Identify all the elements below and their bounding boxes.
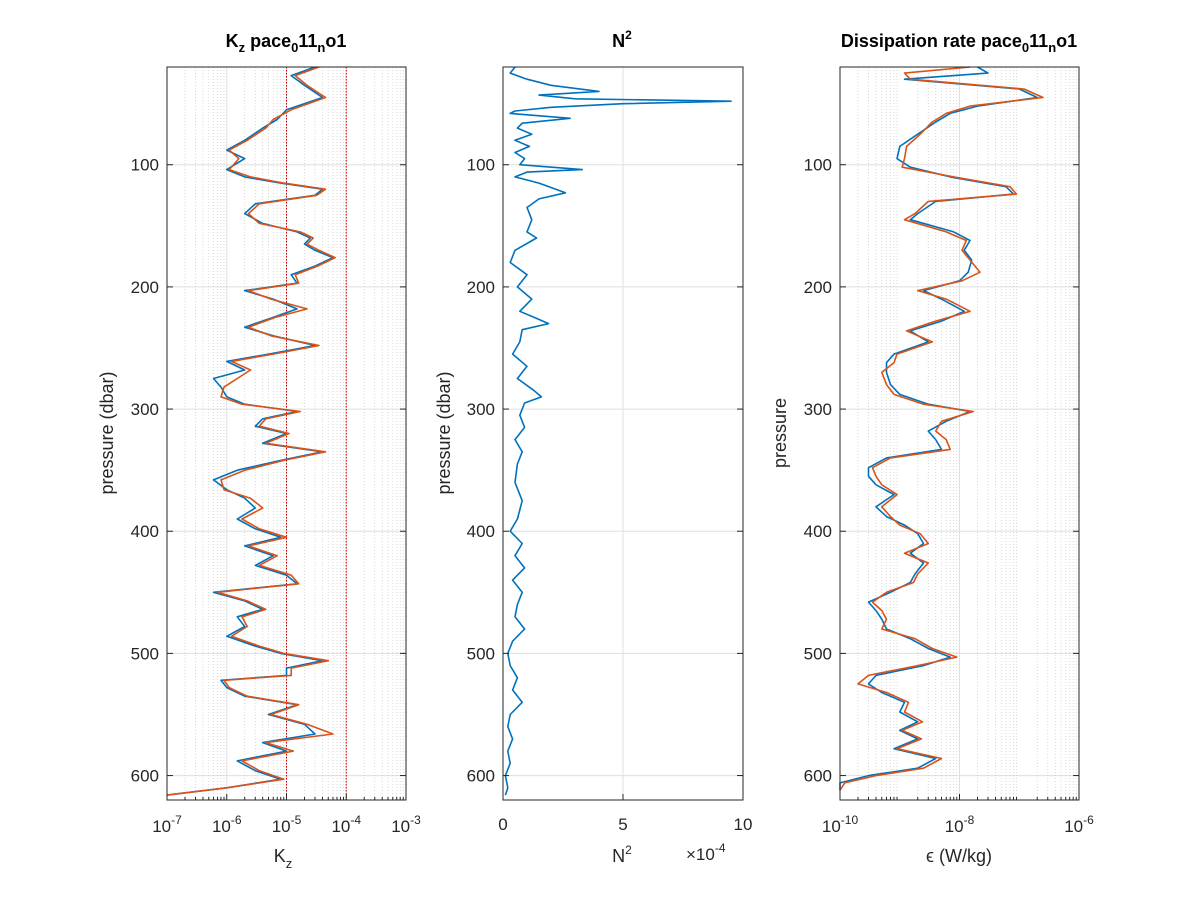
- n2-series: [504, 66, 732, 796]
- n2-x-ticks: 0 5 10: [498, 794, 752, 834]
- kz-y-tick-label: 400: [131, 522, 159, 541]
- n2-y-ticks: 100 200 300 400 500 600: [467, 156, 743, 786]
- kz-y-label: pressure (dbar): [97, 371, 117, 494]
- n2-y-tick-label: 100: [467, 156, 495, 175]
- kz-y-tick-label: 600: [131, 767, 159, 786]
- n2-y-tick-label: 300: [467, 400, 495, 419]
- kz-y-tick-label: 300: [131, 400, 159, 419]
- n2-y-label: pressure (dbar): [434, 371, 454, 494]
- kz-x-tick-label: 10-3: [391, 813, 421, 836]
- dissipation-y-tick-label: 400: [804, 522, 832, 541]
- kz-y-tick-label: 500: [131, 644, 159, 663]
- dissipation-x-tick-label: 10-10: [822, 813, 859, 836]
- kz-title: Kz pace011no1: [226, 31, 347, 55]
- n2-title: N2: [612, 28, 632, 51]
- dissipation-y-tick-label: 600: [804, 767, 832, 786]
- n2-series-line-1: [504, 66, 732, 796]
- dissipation-series: [839, 66, 1044, 791]
- n2-x-tick-label: 10: [734, 815, 753, 834]
- dissipation-x-ticks: 10-10 10-8 10-6: [822, 794, 1094, 836]
- kz-x-ticks: 10-7 10-6 10-5 10-4 10-3: [152, 794, 421, 836]
- dissipation-y-ticks: 100 200 300 400 500 600: [804, 156, 1079, 786]
- dissipation-y-tick-label: 200: [804, 278, 832, 297]
- dissipation-x-tick-label: 10-6: [1064, 813, 1094, 836]
- kz-series: [166, 66, 336, 796]
- n2-x-tick-label: 5: [618, 815, 627, 834]
- kz-y-ticks: 100 200 300 400 500 600: [131, 156, 406, 786]
- kz-x-tick-label: 10-7: [152, 813, 182, 836]
- dissipation-series-line-2: [839, 66, 1044, 791]
- n2-x-tick-label: 0: [498, 815, 507, 834]
- kz-x-tick-label: 10-4: [331, 813, 361, 836]
- n2-y-tick-label: 200: [467, 278, 495, 297]
- dissipation-y-tick-label: 500: [804, 644, 832, 663]
- dissipation-x-label: ϵ (W/kg): [926, 846, 992, 866]
- n2-y-tick-label: 600: [467, 767, 495, 786]
- n2-y-tick-label: 400: [467, 522, 495, 541]
- kz-series-line-2: [166, 66, 336, 796]
- dissipation-y-tick-label: 300: [804, 400, 832, 419]
- kz-x-tick-label: 10-5: [272, 813, 302, 836]
- kz-y-tick-label: 200: [131, 278, 159, 297]
- kz-x-label: Kz: [274, 846, 293, 871]
- dissipation-panel: 10-10 10-8 10-6 100 200 300 400 500 600 Dissipa…: [770, 31, 1094, 866]
- kz-x-tick-label: 10-6: [212, 813, 242, 836]
- n2-x-multiplier: ×10-4: [686, 841, 726, 864]
- n2-y-tick-label: 500: [467, 644, 495, 663]
- dissipation-x-tick-label: 10-8: [945, 813, 975, 836]
- n2-panel: 0 5 10 100 200 300 400 500 600 N2 N2 ×10-4 pres…: [434, 28, 752, 866]
- dissipation-y-tick-label: 100: [804, 156, 832, 175]
- kz-panel: 10-7 10-6 10-5 10-4 10-3 100200300400500600 …: [97, 31, 421, 871]
- dissipation-title: Dissipation rate pace011no1: [841, 31, 1077, 55]
- kz-y-tick-label: 100: [131, 156, 159, 175]
- n2-x-label: N2: [612, 843, 632, 866]
- dissipation-y-label: pressure: [770, 398, 790, 468]
